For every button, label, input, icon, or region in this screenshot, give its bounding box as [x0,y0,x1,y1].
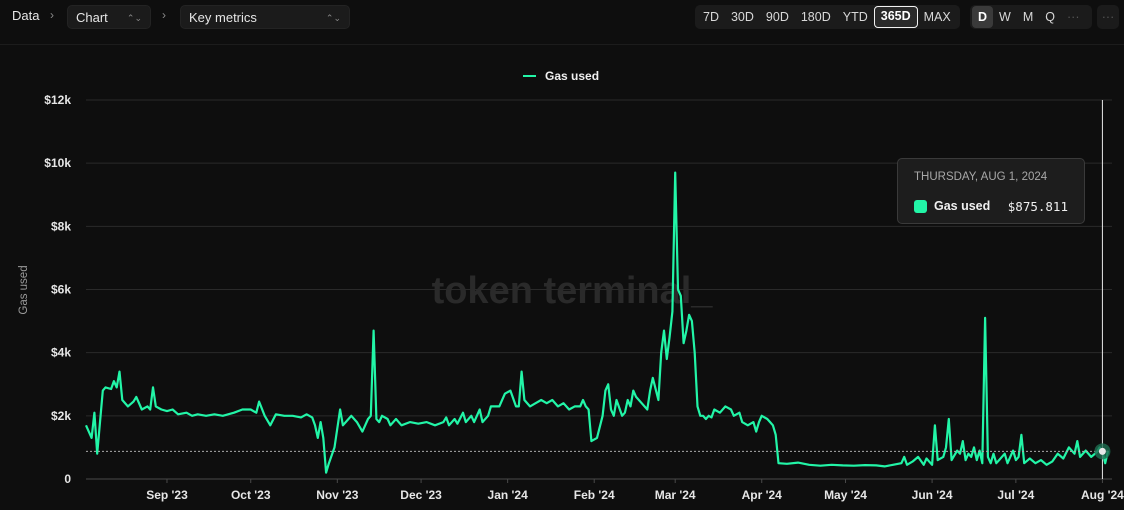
x-tick-label: Jan '24 [488,488,529,502]
x-tick-label: Dec '23 [400,488,442,502]
y-tick-label: $12k [44,93,71,107]
range-button-90d[interactable]: 90D [765,10,789,24]
metrics-select-label: Key metrics [189,10,257,25]
granularity-button-q[interactable]: Q [1045,10,1055,24]
chevron-right-icon: › [162,8,166,22]
chart-type-select-label: Chart [76,10,108,25]
y-tick-label: $10k [44,156,71,170]
tooltip: THURSDAY, AUG 1, 2024 Gas used $875.811 [897,158,1085,224]
range-button-365d[interactable]: 365D [873,6,918,28]
x-tick-label: Aug '24 [1081,488,1124,502]
x-tick-label: Jul '24 [997,488,1034,502]
x-tick-label: Jun '24 [912,488,953,502]
tooltip-value: $875.811 [1007,199,1068,214]
hover-point [1098,447,1106,455]
legend[interactable]: Gas used [523,69,599,83]
y-tick-label: $4k [51,346,71,360]
tooltip-swatch [914,200,927,213]
chart-type-select[interactable]: Chart ⌃⌄ [67,5,151,29]
range-button-180d[interactable]: 180D [800,10,831,24]
range-button-7d[interactable]: 7D [703,10,719,24]
granularity-button-d[interactable]: D [972,6,994,28]
toolbar: Data › Chart ⌃⌄ › Key metrics ⌃⌄ 7D 30D 90… [0,0,1124,36]
x-tick-label: Feb '24 [574,488,615,502]
chevron-updown-icon: ⌃⌄ [325,13,341,23]
range-selector: 7D 30D 90D 180D YTD 365D MAX [695,5,960,29]
x-tick-label: Apr '24 [742,488,783,502]
toolbar-divider [0,44,1124,45]
range-button-30d[interactable]: 30D [730,10,754,24]
tooltip-date: THURSDAY, AUG 1, 2024 [914,171,1048,183]
series-line-gas-used[interactable] [84,171,1110,474]
y-axis-title: Gas used [18,265,30,314]
granularity-button-m[interactable]: M [1022,10,1034,24]
granularity-button-w[interactable]: W [999,10,1011,24]
metrics-select[interactable]: Key metrics ⌃⌄ [180,5,350,29]
granularity-selector: D W M Q ··· [970,5,1092,29]
range-button-ytd[interactable]: YTD [842,10,868,24]
tooltip-series-name: Gas used [934,199,991,213]
granularity-button-[interactable]: ··· [1067,10,1080,24]
breadcrumb-data[interactable]: Data [12,8,40,23]
more-dots-icon: ··· [1101,10,1115,24]
x-tick-label: Mar '24 [655,488,696,502]
legend-label: Gas used [545,69,599,83]
y-tick-label: $2k [51,409,71,423]
x-tick-label: Sep '23 [146,488,188,502]
chevron-updown-icon: ⌃⌄ [126,13,142,23]
watermark: token terminal_ [432,270,714,312]
y-tick-label: $8k [51,219,71,233]
x-tick-label: May '24 [824,488,867,502]
more-options-button[interactable]: ··· [1097,5,1119,29]
y-tick-label: $6k [51,283,71,297]
x-tick-label: Nov '23 [316,488,359,502]
x-tick-label: Oct '23 [231,488,271,502]
y-tick-label: 0 [64,472,71,486]
chevron-right-icon: › [50,8,54,22]
range-button-max[interactable]: MAX [923,10,951,24]
